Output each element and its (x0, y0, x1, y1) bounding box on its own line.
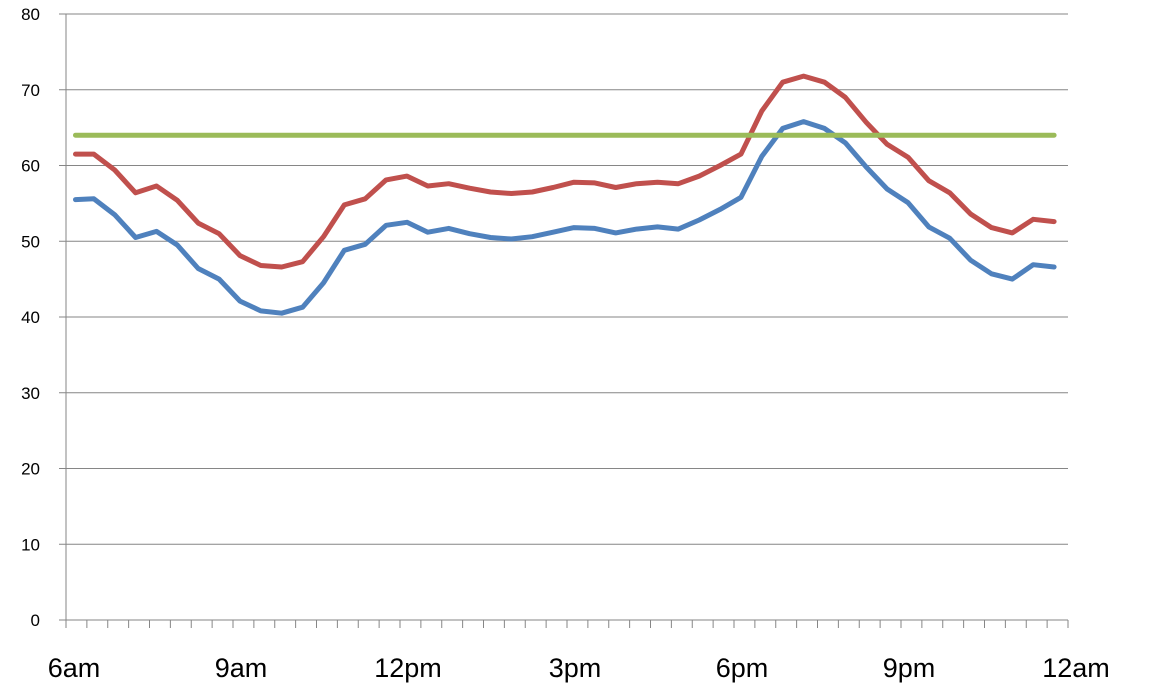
y-tick-label: 10 (21, 535, 40, 554)
x-tick-label: 3pm (549, 653, 602, 683)
x-tick-label: 6pm (716, 653, 769, 683)
series-lines (73, 73, 1057, 316)
x-tick-label: 9am (215, 653, 268, 683)
gridlines (59, 13, 1068, 621)
y-tick-label: 20 (21, 460, 40, 479)
y-tick-label: 40 (21, 308, 40, 327)
y-tick-label: 30 (21, 384, 40, 403)
y-tick-label: 80 (21, 5, 40, 24)
x-tick-label: 9pm (883, 653, 936, 683)
y-tick-label: 50 (21, 232, 40, 251)
x-tick-label: 12pm (374, 653, 442, 683)
x-axis-tick-labels: 6am 9am 12pm 3pm 6pm 9pm 12am (48, 653, 1110, 683)
series-line-1 (73, 119, 1057, 316)
y-tick-label: 0 (31, 611, 40, 630)
x-tick-label: 12am (1042, 653, 1110, 683)
x-tick-label: 6am (48, 653, 101, 683)
y-axis-tick-labels: 0 10 20 30 40 50 60 70 80 (21, 5, 40, 630)
y-tick-label: 70 (21, 81, 40, 100)
y-tick-label: 60 (21, 157, 40, 176)
x-axis (65, 620, 1069, 628)
series-line-2 (73, 73, 1057, 270)
